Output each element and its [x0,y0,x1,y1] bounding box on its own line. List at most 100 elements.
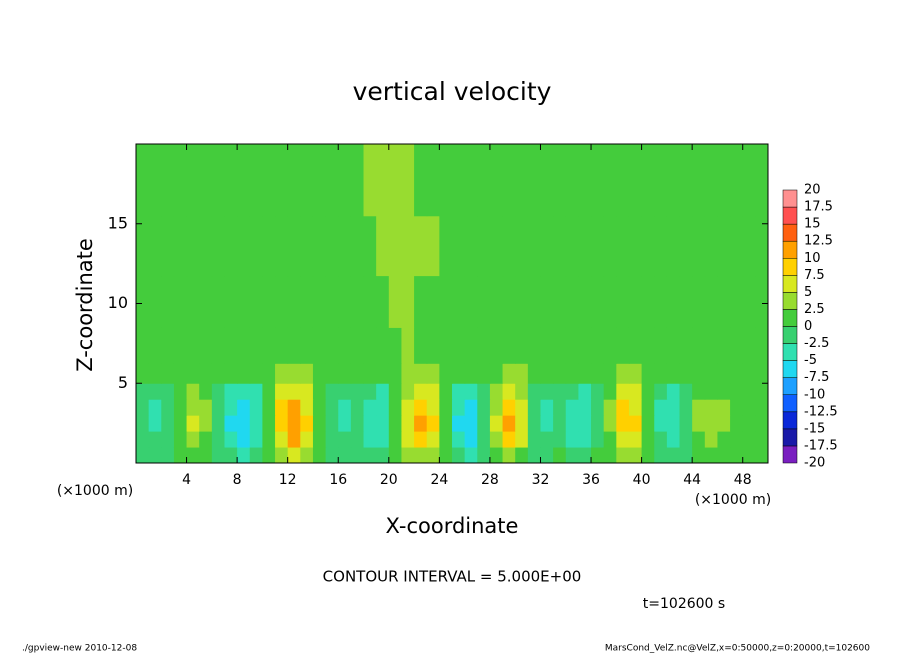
cell [641,399,655,416]
cell [300,383,314,400]
x-tick-label: 4 [182,472,191,488]
cell [464,431,478,448]
x-tick-label: 32 [532,472,550,488]
cell [603,383,617,400]
cell [275,431,289,448]
footer-left: ./gpview-new 2010-12-08 [22,644,137,654]
cell [275,327,289,364]
cell [477,275,491,328]
cell [325,363,339,384]
cell [414,327,428,364]
cell [527,327,541,364]
cell [388,215,402,277]
cell [616,431,630,448]
cell [616,144,630,217]
colorbar-swatch [782,189,798,208]
cell [527,447,541,464]
cell [641,144,655,217]
cell [426,275,440,328]
cell [275,415,289,432]
cell [439,327,453,364]
cell [262,415,276,432]
cell [641,415,655,432]
cell [338,431,352,448]
cell [717,144,731,217]
cell [325,415,339,432]
cell [237,383,251,400]
cell [148,383,162,400]
cell [742,363,756,384]
cell [704,447,718,464]
cell [249,415,263,432]
cell [363,363,377,384]
cell [527,215,541,277]
cell [628,383,643,400]
cell [237,327,251,364]
cell [376,275,390,328]
cell [666,327,681,364]
cell [173,275,188,328]
x-unit: (×1000 m) [695,492,771,508]
cell [565,431,579,448]
cell [565,415,579,432]
cell [464,415,478,432]
cell [186,363,200,384]
colorbar-label: -5 [804,353,817,368]
cell [300,431,314,448]
x-tick-label: 8 [233,472,242,488]
cell [616,275,630,328]
cell [553,383,567,400]
cell [464,327,478,364]
cell [591,275,605,328]
cell [565,447,579,464]
cell [249,215,263,277]
cell [717,399,731,416]
cell [173,327,188,364]
cell [717,447,731,464]
cell [755,363,769,384]
cell [224,363,238,384]
cell [186,327,200,364]
cell [439,363,453,384]
cell [679,383,693,400]
cell [376,144,390,217]
cell [262,215,276,277]
cell [591,363,605,384]
cell [325,275,339,328]
cell [136,383,150,400]
cell [641,383,655,400]
cell [186,447,200,464]
cell [161,144,175,217]
cell [148,327,162,364]
cell [527,383,541,400]
x-tick-label: 16 [329,472,347,488]
cell [742,383,756,400]
cell [742,415,756,432]
cell [717,215,731,277]
cell [477,447,491,464]
cell [704,275,718,328]
cell [338,399,352,416]
cell [704,383,718,400]
cell [578,275,592,328]
cell [565,275,579,328]
cell [312,431,327,448]
cell [464,215,478,277]
cell [515,447,529,464]
cell [578,383,592,400]
cell [591,383,605,400]
cell [654,144,668,217]
cell [199,215,213,277]
cell [211,415,225,432]
x-tick-label: 20 [380,472,398,488]
cell [540,275,554,328]
cell [553,144,567,217]
cell [489,447,504,464]
x-tick-label: 36 [582,472,600,488]
cell [477,431,491,448]
cell [666,363,681,384]
colorbar-label: 2.5 [804,302,825,317]
cell [401,447,415,464]
cell [717,415,731,432]
